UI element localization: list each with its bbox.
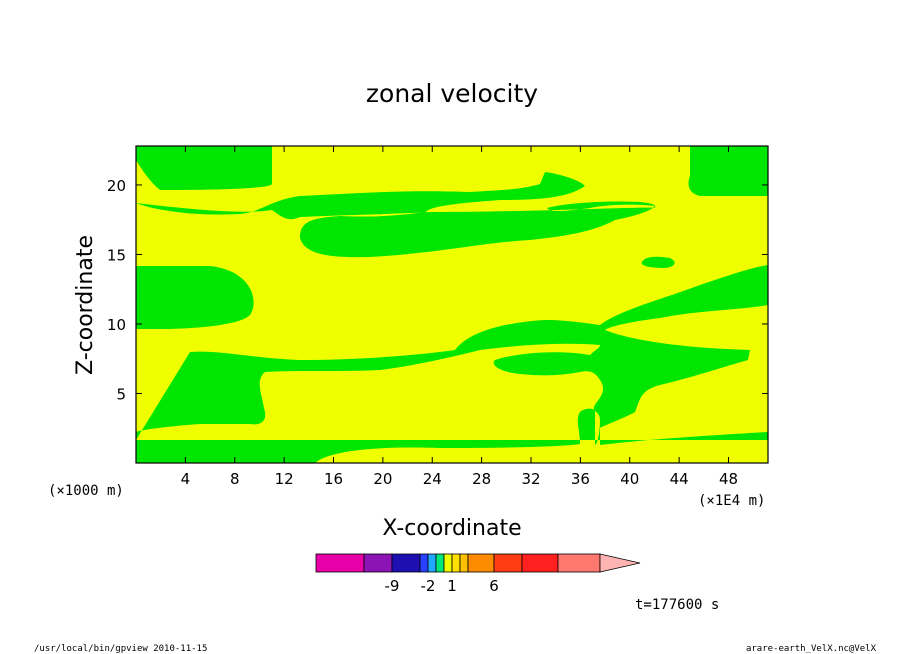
region-upper-left xyxy=(136,146,272,190)
x-tick-label: 40 xyxy=(620,470,639,488)
y-tick-label: 5 xyxy=(116,385,126,403)
x-tick-label: 12 xyxy=(275,470,294,488)
y-unit-label: (×1000 m) xyxy=(48,483,124,499)
x-tick-label: 36 xyxy=(571,470,590,488)
colorbar-label: -9 xyxy=(385,577,400,595)
region-left-mid xyxy=(136,266,254,329)
colorbar-label: 1 xyxy=(447,577,457,595)
colorbar-swatch xyxy=(363,553,393,573)
plot-frame xyxy=(135,145,769,464)
x-unit-label: (×1E4 m) xyxy=(698,493,765,509)
x-tick-label: 48 xyxy=(719,470,738,488)
region-top-band xyxy=(272,146,768,196)
footer-right: arare-earth_VelX.nc@VelX xyxy=(746,644,877,654)
x-ticks: 4 8 12 16 20 24 28 32 36 40 44 48 xyxy=(181,146,738,488)
colorbar-swatch xyxy=(451,553,461,573)
y-tick-label: 15 xyxy=(107,246,126,264)
colorbar-label: 6 xyxy=(489,577,499,595)
x-tick-label: 8 xyxy=(230,470,240,488)
colorbar-swatch xyxy=(419,553,429,573)
region-small-blob xyxy=(641,256,675,268)
colorbar-labels: -9 -2 1 6 xyxy=(385,577,499,595)
footer-left: /usr/local/bin/gpview 2010-11-15 xyxy=(34,644,207,654)
chart-title: zonal velocity xyxy=(366,79,538,108)
colorbar-swatch xyxy=(557,553,601,573)
colorbar-label: -2 xyxy=(421,577,436,595)
colorbar-swatch xyxy=(493,553,523,573)
colorbar xyxy=(315,553,641,573)
low-velocity-regions xyxy=(136,146,768,463)
x-tick-label: 24 xyxy=(423,470,442,488)
x-axis-label: X-coordinate xyxy=(382,516,521,541)
x-tick-label: 16 xyxy=(324,470,343,488)
region-central xyxy=(136,265,768,463)
x-tick-label: 4 xyxy=(181,470,191,488)
x-tick-label: 20 xyxy=(373,470,392,488)
x-tick-label: 28 xyxy=(472,470,491,488)
x-tick-label: 44 xyxy=(670,470,689,488)
y-tick-label: 10 xyxy=(107,316,126,334)
region-band-mid xyxy=(136,172,656,258)
colorbar-swatch xyxy=(391,553,421,573)
colorbar-swatch xyxy=(435,553,445,573)
colorbar-swatch xyxy=(521,553,559,573)
x-tick-label: 32 xyxy=(521,470,540,488)
time-label: t=177600 s xyxy=(635,597,719,613)
colorbar-swatch xyxy=(315,553,365,573)
colorbar-swatch xyxy=(459,553,469,573)
colorbar-swatch xyxy=(427,553,437,573)
y-ticks: 5 10 15 20 xyxy=(107,177,768,403)
colorbar-swatch xyxy=(443,553,453,573)
y-axis-label: Z-coordinate xyxy=(73,235,98,375)
y-tick-label: 20 xyxy=(107,177,126,195)
colorbar-swatch xyxy=(467,553,495,573)
colorbar-extension xyxy=(599,553,641,573)
